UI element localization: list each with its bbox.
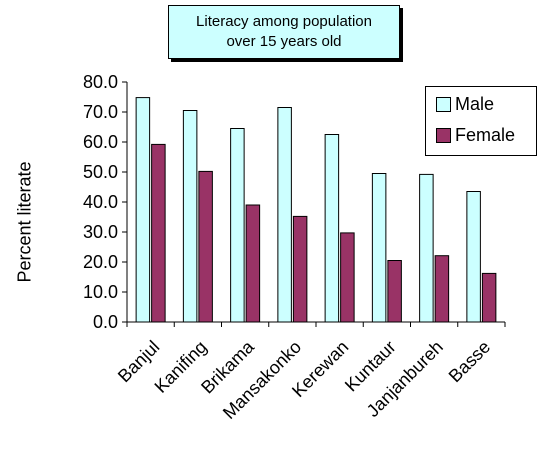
y-tick-label: 10.0 bbox=[83, 282, 118, 302]
y-tick-label: 50.0 bbox=[83, 162, 118, 182]
bar-female-kuntaur bbox=[387, 260, 402, 323]
legend-item-male: Male bbox=[436, 94, 494, 115]
bars-group bbox=[135, 97, 497, 323]
chart-title-line-1: Literacy among population bbox=[196, 13, 372, 30]
y-tick-labels: 0.0 10.0 20.0 30.0 40.0 50.0 60.0 70.0 80.0 bbox=[83, 72, 118, 332]
bar-female-banjul bbox=[151, 143, 166, 323]
bar-female-brikama bbox=[245, 204, 261, 323]
bar-male-basse bbox=[466, 191, 481, 323]
bar-female-kanifing bbox=[198, 170, 213, 323]
legend-swatch-male bbox=[436, 97, 451, 112]
bar-female-janjanbureh bbox=[434, 255, 450, 323]
bar-male-kuntaur bbox=[371, 173, 387, 323]
legend: Male Female bbox=[425, 86, 537, 156]
legend-swatch-female bbox=[436, 128, 451, 143]
y-tick-label: 0.0 bbox=[93, 312, 118, 332]
y-tick-label: 70.0 bbox=[83, 102, 118, 122]
y-tick-label: 30.0 bbox=[83, 222, 118, 242]
bar-male-banjul bbox=[135, 97, 151, 323]
bar-female-mansakonko bbox=[292, 215, 308, 323]
bar-male-janjanbureh bbox=[419, 173, 434, 323]
legend-label-male: Male bbox=[455, 94, 495, 114]
chart-title-line-2: over 15 years old bbox=[226, 33, 342, 50]
bar-male-mansakonko bbox=[277, 107, 292, 323]
y-tick-label: 80.0 bbox=[83, 72, 118, 92]
legend-item-female: Female bbox=[436, 125, 515, 146]
y-tick-label: 60.0 bbox=[83, 132, 118, 152]
bar-male-kerewan bbox=[324, 134, 340, 323]
chart-title-box: Literacy among population over 15 years … bbox=[168, 5, 400, 59]
bar-female-kerewan bbox=[340, 232, 355, 323]
x-tick-labels: BanjulKanifingBrikamaMansakonkoKerewanKu… bbox=[114, 336, 494, 423]
axes-group bbox=[122, 81, 506, 327]
x-tick-label-basse: Basse bbox=[445, 337, 495, 387]
bar-male-kanifing bbox=[182, 110, 198, 323]
bar-female-basse bbox=[481, 272, 497, 323]
legend-label-female: Female bbox=[455, 125, 516, 145]
bar-male-brikama bbox=[230, 128, 245, 323]
y-axis-label: Percent literate bbox=[14, 161, 35, 283]
y-tick-label: 40.0 bbox=[83, 192, 118, 212]
y-tick-label: 20.0 bbox=[83, 252, 118, 272]
